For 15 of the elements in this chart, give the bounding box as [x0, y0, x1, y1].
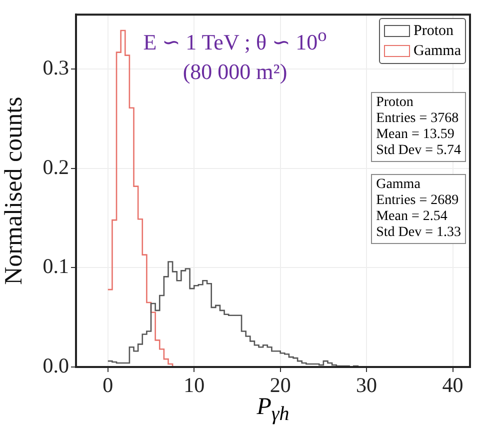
- x-tick-label: 0: [102, 373, 114, 398]
- x-tick-label: 30: [356, 373, 378, 398]
- annotation: Gamma Entries = 2689 Mean = 2.54 Std Dev = 1.33: [371, 174, 466, 244]
- annotation: E ∽ 1 TeV ; θ ∽ 10$^{o}$: [142, 24, 328, 56]
- y-axis-title: Normalised counts: [0, 96, 28, 285]
- x-tick-label: 10: [184, 373, 205, 398]
- legend-label: Gamma: [414, 42, 461, 61]
- y-tick-label: 0.0: [42, 354, 69, 378]
- y-tick-label: 0.2: [42, 154, 69, 179]
- annotation: (80 000 m²): [182, 58, 288, 86]
- annotation: Proton Entries = 3768 Mean = 13.59 Std Dev = 5.74: [371, 92, 466, 162]
- y-tick-label: 0.1: [42, 254, 69, 278]
- legend-label: Proton: [414, 22, 454, 41]
- y-tick-label: 0.3: [42, 56, 69, 80]
- x-tick-label: 40: [442, 373, 464, 398]
